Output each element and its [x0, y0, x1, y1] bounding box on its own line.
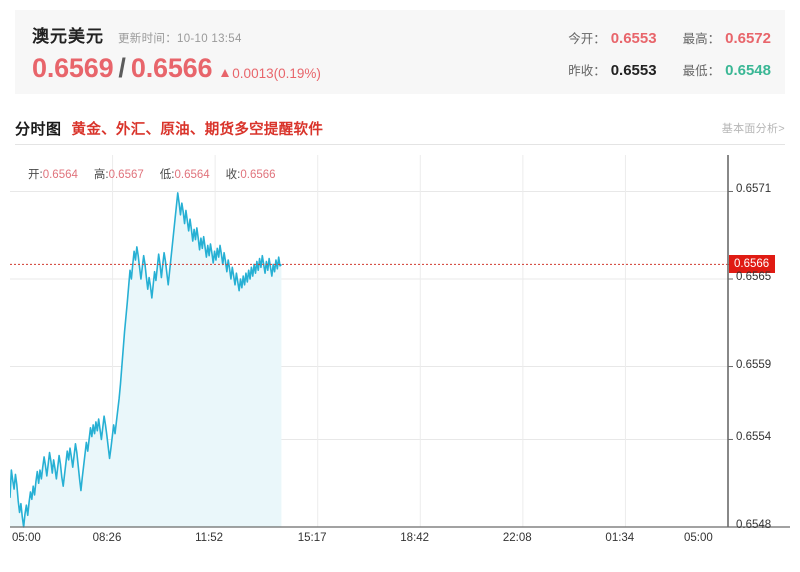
ohlc-close-label: 收: [225, 169, 241, 181]
stat-high: 最高： 0.6572 [683, 28, 771, 47]
y-axis-tick-5: 0.6548 [736, 519, 772, 531]
ohlc-low-label: 低: [159, 169, 175, 181]
stat-prev-close-value: 0.6553 [610, 62, 657, 79]
stat-low: 最低： 0.6548 [683, 60, 771, 79]
quote-primary: 澳元美元 更新时间：10-10 13:54 0.6569 / 0.6566 0.… [32, 22, 321, 84]
ohlc-close: 收:0.6566 [226, 166, 276, 182]
ohlc-open-value: 0.6564 [42, 169, 78, 181]
y-axis-tick-4: 0.6554 [736, 431, 772, 444]
stat-open: 今开： 0.6553 [568, 28, 656, 47]
fundamental-analysis-link[interactable]: 基本面分析> [721, 123, 785, 135]
instrument-name-row: 澳元美元 更新时间：10-10 13:54 [32, 22, 321, 47]
x-axis-tick-0: 05:00 [12, 532, 41, 544]
x-axis-tick-5: 22:08 [502, 532, 532, 544]
ohlc-high-label: 高: [93, 169, 109, 181]
quote-header-panel: 澳元美元 更新时间：10-10 13:54 0.6569 / 0.6566 0.… [15, 10, 785, 94]
update-time-value: 10-10 13:54 [177, 33, 242, 45]
promo-link[interactable]: 黄金、外汇、原油、期货多空提醒软件 [71, 121, 324, 138]
stat-prev-close: 昨收： 0.6553 [568, 60, 656, 79]
update-time-label: 更新时间： [118, 33, 177, 45]
x-axis-tick-3: 15:17 [297, 532, 327, 544]
stat-low-value: 0.6548 [725, 62, 771, 79]
price-change: 0.0013(0.19%) [221, 66, 321, 81]
stat-prev-close-label: 昨收： [568, 64, 606, 78]
price-separator: / [118, 53, 126, 83]
ohlc-close-value: 0.6566 [240, 169, 276, 181]
x-axis-tick-7: 05:00 [684, 532, 713, 544]
update-time: 更新时间：10-10 13:54 [118, 30, 242, 46]
stat-open-value: 0.6553 [610, 30, 657, 47]
ohlc-low: 低:0.6564 [160, 166, 210, 182]
x-axis-tick-6: 01:34 [605, 532, 635, 544]
stat-open-label: 今开： [568, 32, 606, 46]
quote-stats: 今开： 0.6553 最高： 0.6572 昨收： 0.6553 最低： 0.6… [568, 28, 771, 79]
ohlc-open: 开:0.6564 [28, 166, 78, 182]
bid-price: 0.6569 [32, 53, 114, 83]
tab-intraday-chart[interactable]: 分时图 [15, 120, 62, 138]
x-axis-tick-1: 08:26 [92, 532, 122, 544]
chart-tabbar: 分时图 黄金、外汇、原油、期货多空提醒软件 基本面分析> [15, 112, 785, 144]
ask-price: 0.6566 [130, 53, 213, 83]
stat-high-value: 0.6572 [725, 30, 771, 47]
arrow-up-icon [221, 69, 230, 77]
y-axis-tick-3: 0.6559 [736, 358, 772, 371]
stat-high-label: 最高： [682, 32, 721, 46]
x-axis-tick-4: 18:42 [400, 532, 430, 544]
stat-low-label: 最低： [682, 64, 721, 78]
y-axis-tick-2: 0.6565 [736, 271, 772, 283]
ohlc-open-label: 开: [28, 169, 43, 181]
ohlc-low-value: 0.6564 [174, 169, 210, 181]
x-axis-tick-2: 11:52 [195, 532, 224, 544]
chart-ohlc-readout: 开:0.6564 高:0.6567 低:0.6564 收:0.6566 [28, 166, 292, 182]
current-price-badge: 0.6566 [729, 255, 776, 274]
price-row: 0.6569 / 0.6566 0.0013(0.19%) [32, 53, 321, 84]
ohlc-high-value: 0.6567 [108, 169, 144, 181]
chart-canvas[interactable] [10, 155, 790, 555]
price-change-value: 0.0013(0.19%) [232, 65, 321, 81]
instrument-name: 澳元美元 [32, 27, 104, 46]
tabbar-divider [15, 144, 785, 145]
ohlc-high: 高:0.6567 [94, 166, 144, 182]
y-axis-tick-0: 0.6571 [736, 183, 772, 196]
intraday-chart[interactable]: 开:0.6564 高:0.6567 低:0.6564 收:0.6566 [10, 155, 790, 555]
